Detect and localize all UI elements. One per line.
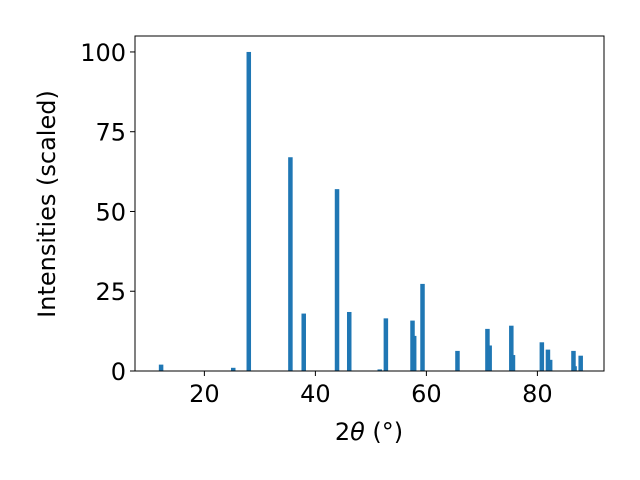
bar-17: [539, 342, 545, 371]
bar-11: [420, 283, 425, 371]
y-tick-label: 100: [80, 39, 126, 67]
y-tick-label: 25: [95, 278, 126, 306]
bar-19: [547, 359, 553, 371]
bar-3: [288, 157, 293, 371]
y-axis-ticks: 0 25 50 75 100: [80, 39, 135, 386]
bar-6: [346, 311, 352, 371]
x-tick-label: 60: [411, 380, 442, 408]
x-tick-label: 20: [189, 380, 220, 408]
bar-4: [301, 313, 306, 371]
y-tick-label: 75: [95, 119, 126, 147]
y-tick-label: 50: [95, 198, 126, 226]
bars-group: [158, 51, 583, 371]
bar-10: [411, 335, 417, 371]
bar-15: [509, 325, 514, 371]
bar-22: [578, 355, 583, 371]
bar-20: [571, 350, 576, 371]
x-tick-label: 80: [522, 380, 553, 408]
x-axis-ticks: 20 40 60 80: [189, 371, 553, 408]
x-tick-label: 40: [300, 380, 331, 408]
bar-14: [487, 345, 492, 371]
bar-1: [230, 367, 236, 371]
plot-frame: [134, 35, 605, 372]
bar-5: [334, 189, 340, 371]
bar-8: [383, 318, 389, 371]
x-axis-label: 2θ (°): [335, 418, 403, 446]
bar-16: [510, 355, 516, 371]
bar-21: [572, 366, 577, 371]
y-tick-label: 0: [111, 358, 126, 386]
bar-0: [158, 364, 164, 371]
y-axis-label: Intensities (scaled): [33, 90, 61, 318]
bar-7: [377, 369, 383, 371]
bar-2: [246, 51, 252, 371]
bar-12: [455, 350, 460, 371]
